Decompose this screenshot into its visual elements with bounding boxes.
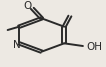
Text: OH: OH [86, 42, 102, 52]
Text: N: N [13, 40, 21, 50]
Text: O: O [24, 1, 32, 11]
